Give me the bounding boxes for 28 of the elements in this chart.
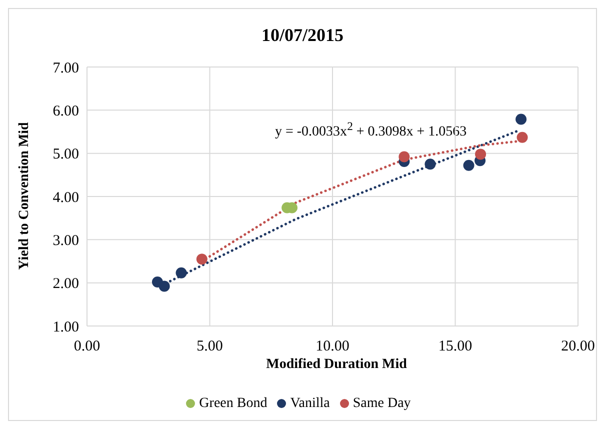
x-tick-label: 20.00 — [561, 338, 595, 355]
y-tick-label: 3.00 — [52, 232, 79, 249]
y-axis-title: Yield to Convention Mid — [17, 122, 33, 270]
point — [424, 158, 436, 170]
point — [398, 151, 410, 162]
y-tick-label: 2.00 — [52, 276, 79, 292]
point — [463, 160, 474, 171]
point — [516, 132, 528, 143]
point — [516, 114, 527, 125]
chart-title: 10/07/2015 — [260, 25, 344, 46]
point — [158, 280, 170, 292]
point — [176, 267, 187, 278]
x-tick-label: 15.00 — [438, 338, 472, 355]
legend-label: Vanilla — [290, 396, 330, 411]
point — [475, 148, 486, 160]
annotation: y = -0.0033x$^{2}$ + 0.3098x + 1.0563 — [275, 120, 467, 141]
y-tick-label: 5.00 — [52, 146, 79, 163]
y-tick-label: 7.00 — [52, 60, 79, 76]
x-tick-label: 5.00 — [196, 338, 223, 355]
legend-label: Same Day — [352, 396, 411, 411]
x-tick-label: 10.00 — [316, 338, 350, 355]
legend-label: Green Bond — [199, 396, 268, 411]
y-tick-label: 1.00 — [52, 319, 79, 336]
x-axis-title: Modified Duration Mid — [265, 357, 408, 373]
point — [196, 254, 208, 265]
x-tick-label: 0.00 — [74, 338, 100, 355]
y-tick-label: 6.00 — [52, 103, 79, 120]
y-tick-label: 4.00 — [52, 190, 79, 206]
